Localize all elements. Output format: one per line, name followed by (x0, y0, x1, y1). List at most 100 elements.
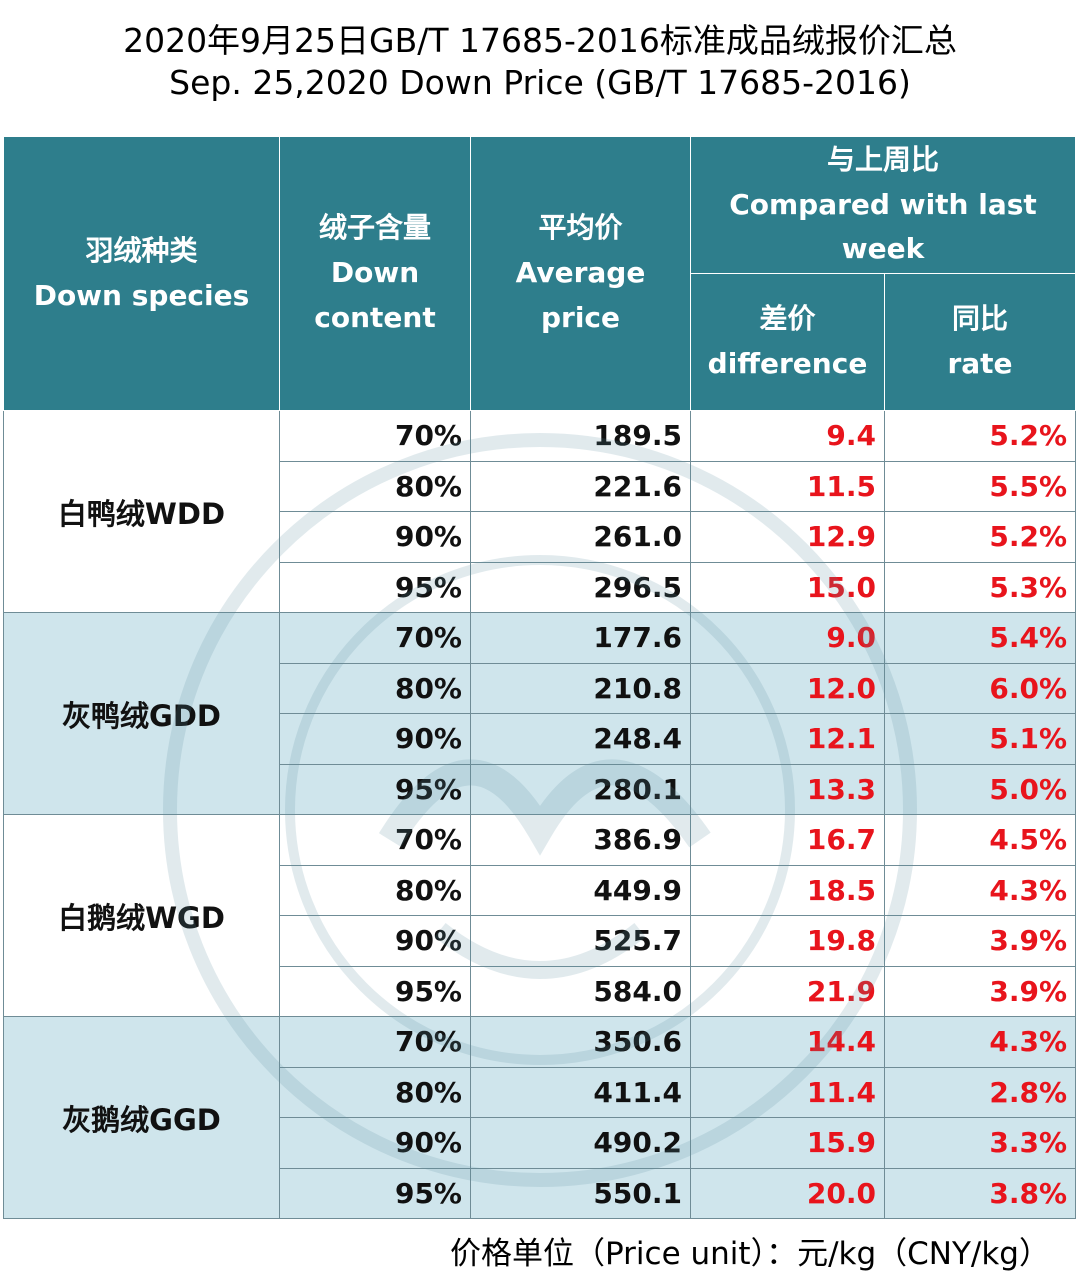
content-cell: 70% (279, 612, 471, 664)
header-compare-zh: 与上周比 (826, 142, 939, 176)
table-row: 灰鹅绒GGD 70% 350.6 14.4 4.3% (3, 1016, 1076, 1219)
content-cell: 80% (279, 662, 471, 714)
table-row: 90% 261.0 12.9 5.2% (4, 511, 1076, 563)
content-cell: 95% (279, 1167, 471, 1219)
content-cell: 90% (279, 1117, 471, 1169)
content-cell: 95% (279, 763, 471, 815)
diff-cell: 11.4 (690, 1066, 885, 1118)
table-row: 95% 296.5 15.0 5.3% (4, 561, 1076, 613)
header-compare-en1: Compared with last (729, 187, 1037, 221)
diff-cell: 12.9 (690, 511, 885, 563)
rate-cell: 4.3% (884, 1016, 1076, 1068)
diff-cell: 12.1 (690, 713, 885, 765)
diff-cell: 19.8 (690, 915, 885, 967)
price-cell: 280.1 (470, 763, 691, 815)
header-rate-en: rate (947, 347, 1013, 380)
diff-cell: 11.5 (690, 460, 885, 512)
price-cell: 350.6 (470, 1016, 691, 1068)
table-row: 80% 221.6 11.5 5.5% (4, 460, 1076, 512)
rate-cell: 5.4% (884, 612, 1076, 664)
diff-cell: 12.0 (690, 662, 885, 714)
header-species: 羽绒种类 Down species (3, 136, 280, 411)
title-english: Sep. 25,2020 Down Price (GB/T 17685-2016… (169, 63, 911, 102)
table-row: 90% 525.7 19.8 3.9% (4, 915, 1076, 967)
diff-cell: 15.9 (690, 1117, 885, 1169)
table-row: 90% 248.4 12.1 5.1% (4, 713, 1076, 765)
diff-cell: 9.4 (690, 410, 885, 462)
content-cell: 70% (279, 814, 471, 866)
content-cell: 90% (279, 511, 471, 563)
rate-cell: 3.8% (884, 1167, 1076, 1219)
content-cell: 70% (279, 410, 471, 462)
content-cell: 80% (279, 1066, 471, 1118)
price-cell: 584.0 (470, 965, 691, 1017)
header-diff-zh: 差价 (759, 302, 816, 336)
species-cell: 白鹅绒WGD (3, 814, 280, 1017)
header-content-zh: 绒子含量 (318, 211, 431, 245)
price-cell: 210.8 (470, 662, 691, 714)
rate-cell: 5.1% (884, 713, 1076, 765)
price-cell: 189.5 (470, 410, 691, 462)
header-average-price: 平均价 Average price (470, 136, 691, 411)
rate-cell: 6.0% (884, 662, 1076, 714)
price-table: 羽绒种类 Down species 绒子含量 Down content 平均价 … (3, 136, 1076, 1219)
diff-cell: 14.4 (690, 1016, 885, 1068)
header-diff-en: difference (707, 347, 868, 380)
rate-cell: 3.9% (884, 965, 1076, 1017)
header-content-en1: Down (330, 256, 420, 290)
table-body: 白鸭绒WDD 70% 189.5 9.4 5.2% 80% 221.6 11.5… (3, 410, 1076, 1219)
header-content-en2: content (314, 300, 436, 334)
diff-cell: 9.0 (690, 612, 885, 664)
header-content: 绒子含量 Down content (279, 136, 471, 411)
rate-cell: 4.3% (884, 864, 1076, 916)
diff-cell: 16.7 (690, 814, 885, 866)
species-cell: 灰鹅绒GGD (3, 1016, 280, 1219)
header-species-en: Down species (33, 278, 250, 312)
diff-cell: 20.0 (690, 1167, 885, 1219)
table-row: 灰鸭绒GDD 70% 177.6 9.0 5.4% (3, 612, 1076, 815)
table-header: 羽绒种类 Down species 绒子含量 Down content 平均价 … (3, 136, 1076, 411)
rate-cell: 3.3% (884, 1117, 1076, 1169)
content-cell: 95% (279, 561, 471, 613)
rate-cell: 5.0% (884, 763, 1076, 815)
price-unit-note: 价格单位（Price unit）：元/kg（CNY/kg） (450, 1236, 1050, 1272)
table-row: 白鹅绒WGD 70% 386.9 16.7 4.5% (3, 814, 1076, 1017)
price-cell: 386.9 (470, 814, 691, 866)
content-cell: 80% (279, 864, 471, 916)
content-cell: 95% (279, 965, 471, 1017)
diff-cell: 15.0 (690, 561, 885, 613)
content-cell: 80% (279, 460, 471, 512)
header-difference: 差价 difference (690, 273, 885, 411)
price-cell: 411.4 (470, 1066, 691, 1118)
rate-cell: 5.3% (884, 561, 1076, 613)
content-cell: 70% (279, 1016, 471, 1068)
header-avg-zh: 平均价 (538, 211, 623, 245)
header-species-zh: 羽绒种类 (85, 233, 198, 267)
price-cell: 221.6 (470, 460, 691, 512)
diff-cell: 18.5 (690, 864, 885, 916)
rate-cell: 5.5% (884, 460, 1076, 512)
header-avg-en1: Average (515, 256, 646, 290)
content-cell: 90% (279, 915, 471, 967)
header-avg-en2: price (540, 300, 621, 334)
diff-cell: 21.9 (690, 965, 885, 1017)
price-cell: 248.4 (470, 713, 691, 765)
diff-cell: 13.3 (690, 763, 885, 815)
rate-cell: 4.5% (884, 814, 1076, 866)
table-row: 95% 280.1 13.3 5.0% (4, 763, 1076, 815)
price-cell: 449.9 (470, 864, 691, 916)
rate-cell: 5.2% (884, 511, 1076, 563)
price-cell: 261.0 (470, 511, 691, 563)
price-cell: 550.1 (470, 1167, 691, 1219)
table-row: 90% 490.2 15.9 3.3% (4, 1117, 1076, 1169)
rate-cell: 2.8% (884, 1066, 1076, 1118)
content-cell: 90% (279, 713, 471, 765)
species-cell: 白鸭绒WDD (3, 410, 280, 613)
header-compared: 与上周比 Compared with last week (690, 136, 1076, 274)
header-rate: 同比 rate (884, 273, 1076, 411)
table-row: 95% 550.1 20.0 3.8% (4, 1167, 1076, 1219)
title-chinese: 2020年9月25日GB/T 17685-2016标准成品绒报价汇总 (123, 21, 957, 60)
price-cell: 490.2 (470, 1117, 691, 1169)
rate-cell: 3.9% (884, 915, 1076, 967)
header-compare-en2: week (841, 232, 925, 266)
